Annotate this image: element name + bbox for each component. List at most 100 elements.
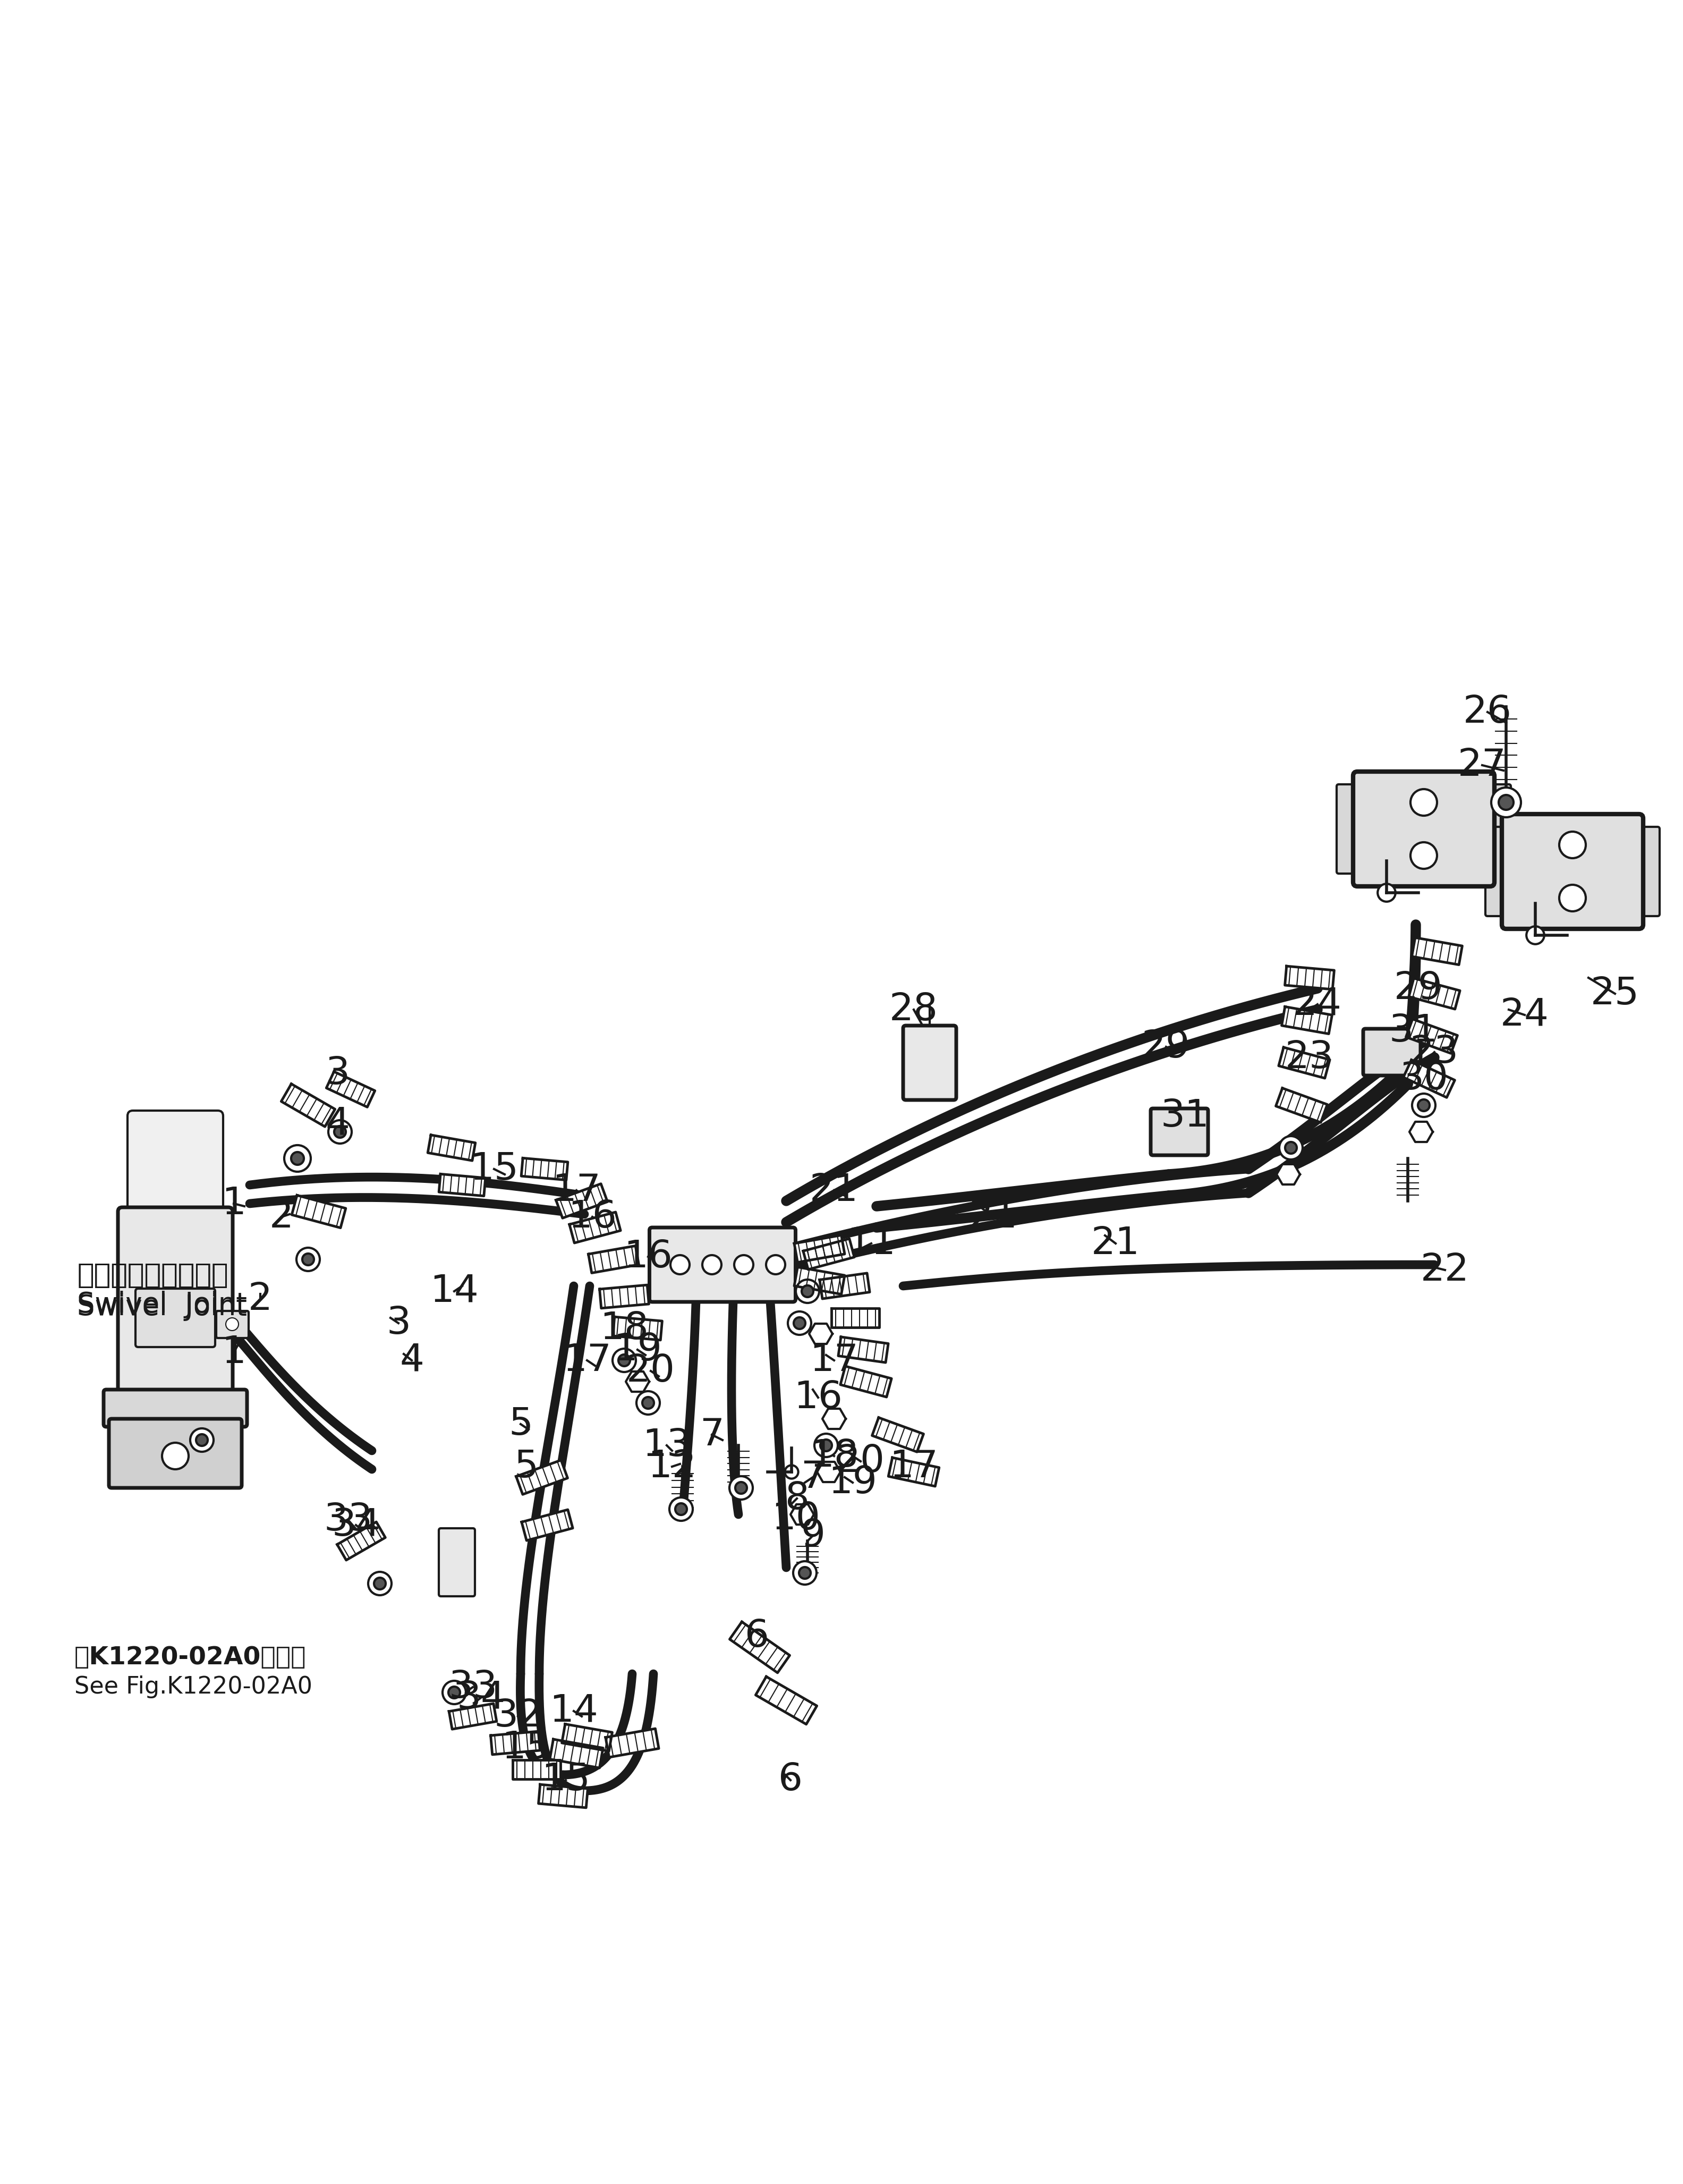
Polygon shape [1277,1164,1299,1184]
Text: 8: 8 [784,1481,810,1518]
Circle shape [618,1354,629,1367]
Text: 3: 3 [385,1304,411,1341]
FancyBboxPatch shape [650,1227,796,1302]
Text: 24: 24 [1293,985,1341,1022]
Circle shape [735,1483,747,1494]
Text: 25: 25 [1590,976,1639,1011]
Circle shape [670,1498,693,1520]
Circle shape [190,1428,214,1452]
Circle shape [226,1317,239,1330]
Polygon shape [327,1072,375,1107]
Text: 15: 15 [542,1762,591,1797]
Polygon shape [791,1505,815,1524]
Text: 4: 4 [325,1105,350,1142]
Text: 21: 21 [1091,1225,1139,1262]
Text: 10: 10 [771,1500,820,1538]
Polygon shape [606,1728,658,1758]
Circle shape [1286,1142,1298,1153]
Polygon shape [756,1677,816,1723]
Text: Swivel  Joint: Swivel Joint [77,1291,247,1319]
Text: 29: 29 [1141,1029,1190,1066]
Polygon shape [889,1457,939,1487]
FancyBboxPatch shape [1638,828,1659,915]
Polygon shape [517,1461,567,1494]
Circle shape [729,1476,752,1500]
Polygon shape [1409,1123,1432,1142]
Circle shape [1279,1136,1303,1160]
Text: 5: 5 [508,1406,534,1441]
Text: 33: 33 [448,1669,496,1706]
Polygon shape [816,1461,840,1483]
Text: 31: 31 [1388,1013,1437,1048]
Polygon shape [1409,978,1459,1009]
FancyBboxPatch shape [1151,1109,1208,1155]
Polygon shape [449,1704,496,1730]
Circle shape [794,1317,806,1330]
Polygon shape [820,1273,870,1299]
Text: 19: 19 [613,1332,661,1367]
Polygon shape [840,1367,892,1398]
Circle shape [788,1310,811,1334]
Text: 16: 16 [567,1199,616,1236]
Text: 第K1220-02A0図参照: 第K1220-02A0図参照 [74,1647,306,1671]
Text: 29: 29 [1394,970,1442,1007]
Polygon shape [613,1317,661,1341]
FancyBboxPatch shape [1363,1029,1420,1075]
Circle shape [303,1254,315,1265]
Text: 5: 5 [513,1448,539,1485]
Text: 33: 33 [323,1500,372,1538]
Circle shape [328,1120,352,1144]
Text: 15: 15 [470,1151,518,1188]
Polygon shape [730,1623,789,1673]
FancyBboxPatch shape [104,1389,247,1426]
Text: 18: 18 [599,1310,648,1348]
Circle shape [296,1247,320,1271]
Text: 15: 15 [502,1730,550,1767]
FancyBboxPatch shape [904,1026,956,1101]
Circle shape [1410,788,1437,815]
FancyBboxPatch shape [1501,815,1643,928]
FancyBboxPatch shape [1486,828,1508,915]
Text: 7: 7 [700,1417,724,1452]
Polygon shape [823,1409,847,1428]
Circle shape [670,1256,690,1273]
Polygon shape [522,1158,567,1179]
Circle shape [636,1391,660,1415]
Circle shape [369,1572,392,1594]
FancyBboxPatch shape [109,1420,242,1487]
Text: 16: 16 [624,1238,673,1275]
Polygon shape [599,1284,650,1308]
Circle shape [1417,1099,1429,1112]
Text: 23: 23 [1286,1040,1335,1077]
Circle shape [1526,926,1545,943]
Text: スイベルジョイント: スイベルジョイント [77,1262,229,1289]
Text: See Fig.K1220-02A0: See Fig.K1220-02A0 [74,1675,313,1699]
Text: 20: 20 [836,1444,885,1479]
Circle shape [1378,885,1395,902]
Text: 24: 24 [1500,996,1548,1033]
Polygon shape [589,1245,640,1273]
Circle shape [793,1562,816,1586]
Text: 17: 17 [552,1173,601,1208]
Text: Swivel  Joint: Swivel Joint [77,1293,247,1321]
Polygon shape [439,1175,485,1197]
Polygon shape [1279,1048,1330,1079]
Polygon shape [337,1522,385,1559]
Circle shape [291,1151,305,1164]
Text: 32: 32 [493,1697,542,1734]
Polygon shape [513,1760,560,1780]
Polygon shape [838,1337,889,1363]
Circle shape [284,1144,311,1171]
Polygon shape [1404,1059,1454,1099]
Polygon shape [1282,1007,1331,1033]
Text: 17: 17 [889,1448,937,1485]
Polygon shape [491,1732,540,1754]
Text: 30: 30 [1399,1061,1447,1096]
Polygon shape [794,1267,845,1295]
Polygon shape [831,1308,879,1328]
Text: 2: 2 [269,1199,295,1236]
Text: 9: 9 [801,1518,825,1555]
FancyBboxPatch shape [135,1289,215,1348]
Text: スイベルジョイント: スイベルジョイント [77,1262,229,1289]
Circle shape [1412,1094,1436,1116]
